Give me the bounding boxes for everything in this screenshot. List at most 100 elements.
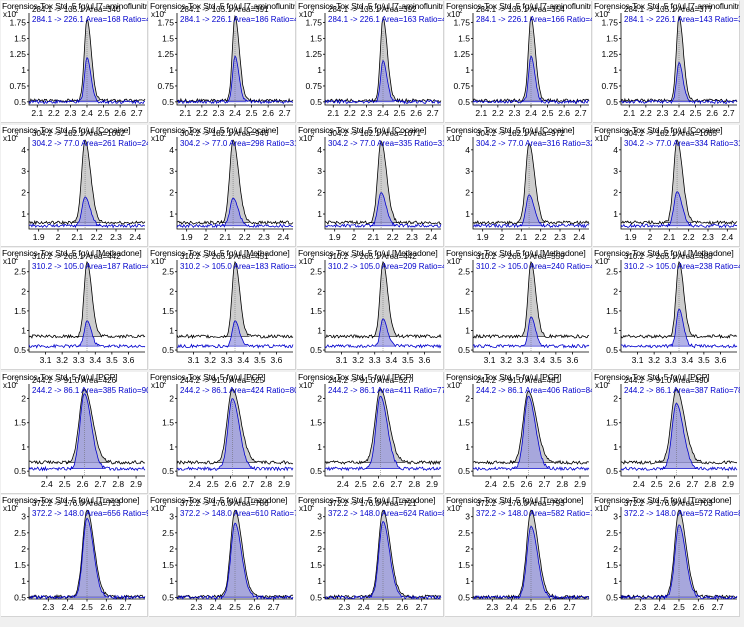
y-tick-label: 0.75 (601, 81, 618, 91)
x-tick-label: 2.3 (361, 108, 373, 118)
y-tick-label: 1 (465, 576, 470, 586)
x-tick-label: 3.3 (517, 355, 529, 365)
chromatogram-panel[interactable]: Forensics-Tox Std, 5 fg/ul [7-aminofluni… (445, 1, 592, 123)
x-tick-label: 2.9 (130, 479, 142, 489)
axis-frame (324, 136, 441, 229)
x-tick-label: 2.1 (71, 232, 83, 242)
chromatogram-panel[interactable]: Forensics-Tox Std, 5 fg/ul [Methadone] 0.… (1, 248, 148, 370)
chromatogram-panel[interactable]: Forensics-Tox Std, 5 fg/ul [Cocaine] 1 2 3 4… (593, 124, 740, 247)
trace-quantifier (620, 509, 738, 600)
y-multiplier-label: x10 (595, 504, 608, 513)
chromatogram-panel[interactable]: Forensics-Tox Std, 5 fg/ul [Methadone] 0.… (149, 248, 296, 370)
y-multiplier-exponent: 2 (163, 256, 167, 262)
panel-title: Forensics-Tox Std, 5 fg/ul [Methadone] (446, 248, 586, 258)
y-tick-label: 1.5 (14, 417, 26, 427)
chromatogram-panel[interactable]: Forensics-Tox Std, 5 fg/ul [Methadone] 0.… (445, 248, 592, 370)
y-tick-label: 2.5 (606, 528, 618, 538)
chromatogram-panel[interactable]: Forensics-Tox Std, 5 fg/ul [Trazodone] 0.… (445, 495, 592, 617)
y-tick-label: 4 (613, 144, 618, 154)
x-tick-label: 3.1 (336, 355, 348, 365)
y-tick-label: 3 (21, 512, 26, 522)
chromatogram-panel[interactable]: Forensics-Tox Std, 5 fg/ul [7-aminofluni… (297, 1, 444, 123)
y-multiplier-label: x10 (447, 134, 460, 143)
y-tick-label: 0.5 (310, 592, 322, 602)
chromatogram-panel[interactable]: Forensics-Tox Std, 5 fg/ul [Cocaine] 1 2 3 4… (445, 124, 592, 247)
chromatogram-panel[interactable]: Forensics-Tox Std, 5 fg/ul [Trazodone] 0.… (297, 495, 444, 617)
trace-qualifier (28, 195, 146, 228)
chromatogram-panel[interactable]: Forensics-Tox Std, 5 fg/ul [Trazodone] 0.… (149, 495, 296, 617)
y-tick-label: 2 (21, 393, 26, 403)
trace-qualifier (324, 59, 441, 105)
y-tick-label: 0.5 (310, 97, 322, 107)
x-tick-label: 2.7 (538, 479, 550, 489)
y-tick-label: 1.25 (305, 49, 322, 59)
transition-label-qualifier: 304.2 -> 77.0 Area=335 Ratio=31.2 (328, 139, 444, 148)
chromatogram-panel[interactable]: Forensics-Tox Std, 5 fg/ul [PCP] 0.5 1 1.5 2… (593, 371, 740, 494)
trace-quantifier (620, 261, 738, 339)
y-tick-label: 1 (317, 65, 322, 75)
chromatogram-panel[interactable]: Forensics-Tox Std, 5 fg/ul [Cocaine] 1 2 3 4… (1, 124, 148, 247)
y-tick-label: 0.5 (14, 345, 26, 355)
x-tick-label: 2.1 (475, 108, 487, 118)
chromatogram-panel[interactable]: Forensics-Tox Std, 5 fg/ul [Cocaine] 1 2 3 4… (149, 124, 296, 247)
x-tick-label: 2.3 (657, 108, 669, 118)
x-tick-label: 2.5 (207, 479, 219, 489)
trace-quantifier (325, 261, 442, 339)
x-tick-label: 2.3 (338, 602, 350, 612)
x-tick-label: 2.9 (722, 479, 734, 489)
y-tick-label: 1 (465, 441, 470, 451)
panel-title: Forensics-Tox Std, 5 fg/ul [7-aminofluni… (298, 1, 443, 11)
y-tick-label: 4 (317, 144, 322, 154)
chromatogram-panel[interactable]: Forensics-Tox Std, 5 fg/ul [7-aminofluni… (593, 1, 740, 123)
y-tick-label: 2 (613, 544, 618, 554)
y-tick-label: 2 (465, 393, 470, 403)
chromatogram-panel[interactable]: Forensics-Tox Std, 5 fg/ul [PCP] 0.5 1 1.5 2… (445, 371, 592, 494)
axis-frame (176, 383, 293, 476)
axis-frame (472, 383, 589, 476)
transition-label-quantifier: 244.2 -> 91.0 Area=525 (180, 376, 265, 385)
chromatogram-panel[interactable]: Forensics-Tox Std, 5 fg/ul [7-aminofluni… (149, 1, 296, 123)
y-tick-label: 1.5 (606, 306, 618, 316)
x-tick-label: 3.4 (681, 355, 693, 365)
chromatogram-panel[interactable]: Forensics-Tox Std, 5 fg/ul [Trazodone] 0.… (1, 495, 148, 617)
y-tick-label: 0.5 (310, 345, 322, 355)
chromatogram-panel[interactable]: Forensics-Tox Std, 5 fg/ul [7-aminofluni… (1, 1, 148, 123)
x-tick-label: 2.8 (260, 479, 272, 489)
trace-qualifier (324, 191, 442, 228)
y-tick-label: 1 (21, 65, 26, 75)
panel-title: Forensics-Tox Std, 5 fg/ul [Trazodone] (2, 495, 140, 505)
x-tick-label: 2.5 (355, 479, 367, 489)
peak-area-qualifier (68, 393, 106, 470)
trace-quantifier (28, 387, 146, 465)
chromatogram-panel[interactable]: Forensics-Tox Std, 5 fg/ul [PCP] 0.5 1 1.5 2… (297, 371, 444, 494)
x-tick-label: 2.3 (554, 232, 566, 242)
axis-frame (176, 260, 293, 353)
x-tick-label: 2.5 (98, 108, 110, 118)
x-tick-label: 2.2 (492, 108, 504, 118)
y-tick-label: 0.5 (458, 466, 470, 476)
trace-quantifier (324, 139, 442, 225)
y-tick-label: 0.5 (606, 97, 618, 107)
x-tick-label: 2.2 (683, 232, 695, 242)
x-tick-label: 2.5 (246, 108, 258, 118)
x-tick-label: 2.5 (59, 479, 71, 489)
chromatogram-panel[interactable]: Forensics-Tox Std, 5 fg/ul [PCP] 0.5 1 1.5 2… (1, 371, 148, 494)
chromatogram-panel[interactable]: Forensics-Tox Std, 5 fg/ul [PCP] 0.5 1 1.5 2… (149, 371, 296, 494)
chromatogram-panel[interactable]: Forensics-Tox Std, 5 fg/ul [Trazodone] 0.… (593, 495, 740, 617)
chromatogram-panel[interactable]: Forensics-Tox Std, 5 fg/ul [Methadone] 0.… (593, 248, 740, 370)
y-tick-label: 1.75 (305, 18, 322, 28)
y-tick-label: 2 (613, 187, 618, 197)
chromatogram-panel[interactable]: Forensics-Tox Std, 5 fg/ul [Cocaine] 1 2 3 4… (297, 124, 444, 247)
x-tick-label: 2.4 (41, 479, 53, 489)
panel-title: Forensics-Tox Std, 5 fg/ul [Methadone] (594, 248, 734, 258)
y-tick-label: 1.5 (458, 417, 470, 427)
y-multiplier-exponent: 2 (163, 380, 167, 386)
chromatogram-panel[interactable]: Forensics-Tox Std, 5 fg/ul [Methadone] 0.… (297, 248, 444, 370)
panel-title: Forensics-Tox Std, 5 fg/ul [Trazodone] (298, 495, 436, 505)
peak-area-qualifier (225, 320, 248, 348)
